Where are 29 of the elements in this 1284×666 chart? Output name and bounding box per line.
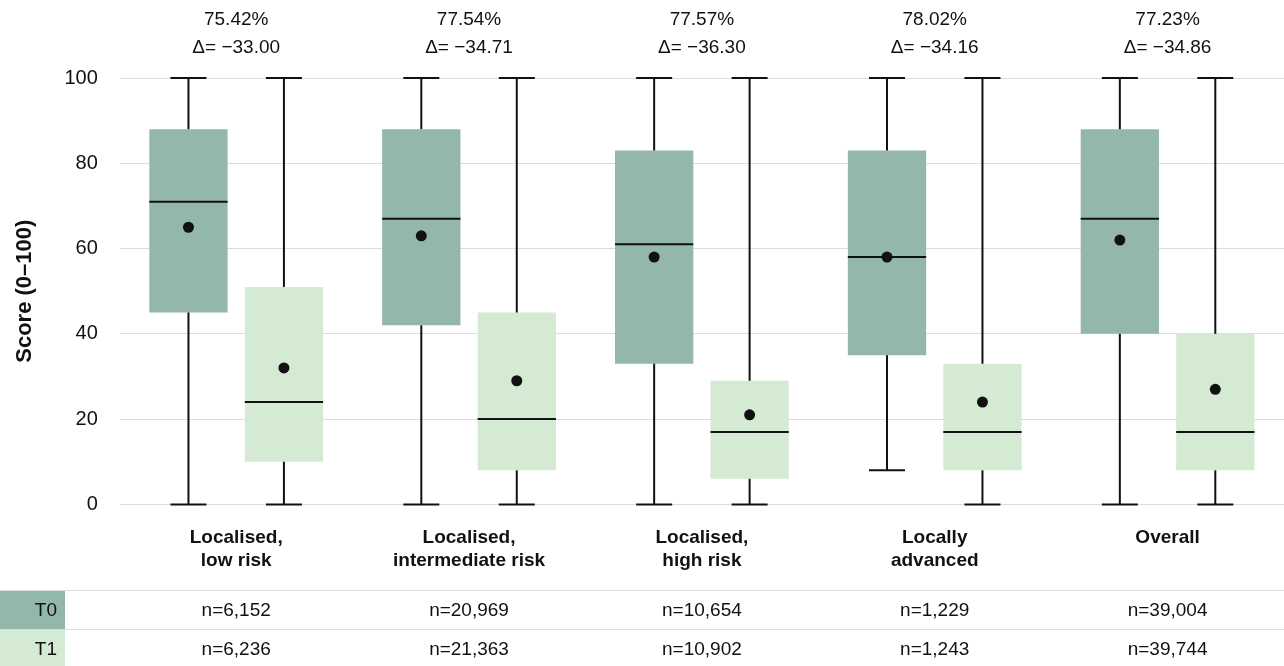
text: n=20,969 <box>429 598 509 622</box>
x-tick-label: Locally advanced <box>890 526 979 570</box>
text: n=1,229 <box>900 598 970 622</box>
y-tick-label: 100 <box>64 65 98 88</box>
y-axis-title: Score (0–100) <box>11 219 37 363</box>
text: n=1,243 <box>900 637 970 661</box>
text: 75.42% Δ= −33.00 <box>192 8 281 58</box>
y-tick-label: 20 <box>75 406 98 429</box>
y-tick-label: 80 <box>75 150 98 173</box>
x-tick-label: Localised, high risk <box>655 526 749 570</box>
x-tick-label: Overall <box>1135 526 1200 548</box>
text: n=6,236 <box>201 637 271 661</box>
text: T0 <box>0 591 65 629</box>
text: n=39,004 <box>1127 598 1208 622</box>
text: T1 <box>0 630 65 666</box>
y-tick-label: 60 <box>75 236 98 259</box>
text: 77.23% Δ= −34.86 <box>1123 8 1212 58</box>
x-tick-label: Localised, low risk <box>189 526 283 570</box>
y-tick-label: 40 <box>75 321 98 344</box>
text: n=10,902 <box>661 637 742 661</box>
text: n=21,363 <box>429 637 509 661</box>
text: 78.02% Δ= −34.16 <box>890 8 979 58</box>
text: n=39,744 <box>1127 637 1208 661</box>
text: 77.57% Δ= −36.30 <box>658 8 746 58</box>
text: n=10,654 <box>661 598 742 622</box>
y-tick-label: 0 <box>86 491 98 514</box>
x-tick-label: Localised, intermediate risk <box>393 526 546 570</box>
text: n=6,152 <box>201 598 271 622</box>
text: 77.54% Δ= −34.71 <box>425 8 513 58</box>
